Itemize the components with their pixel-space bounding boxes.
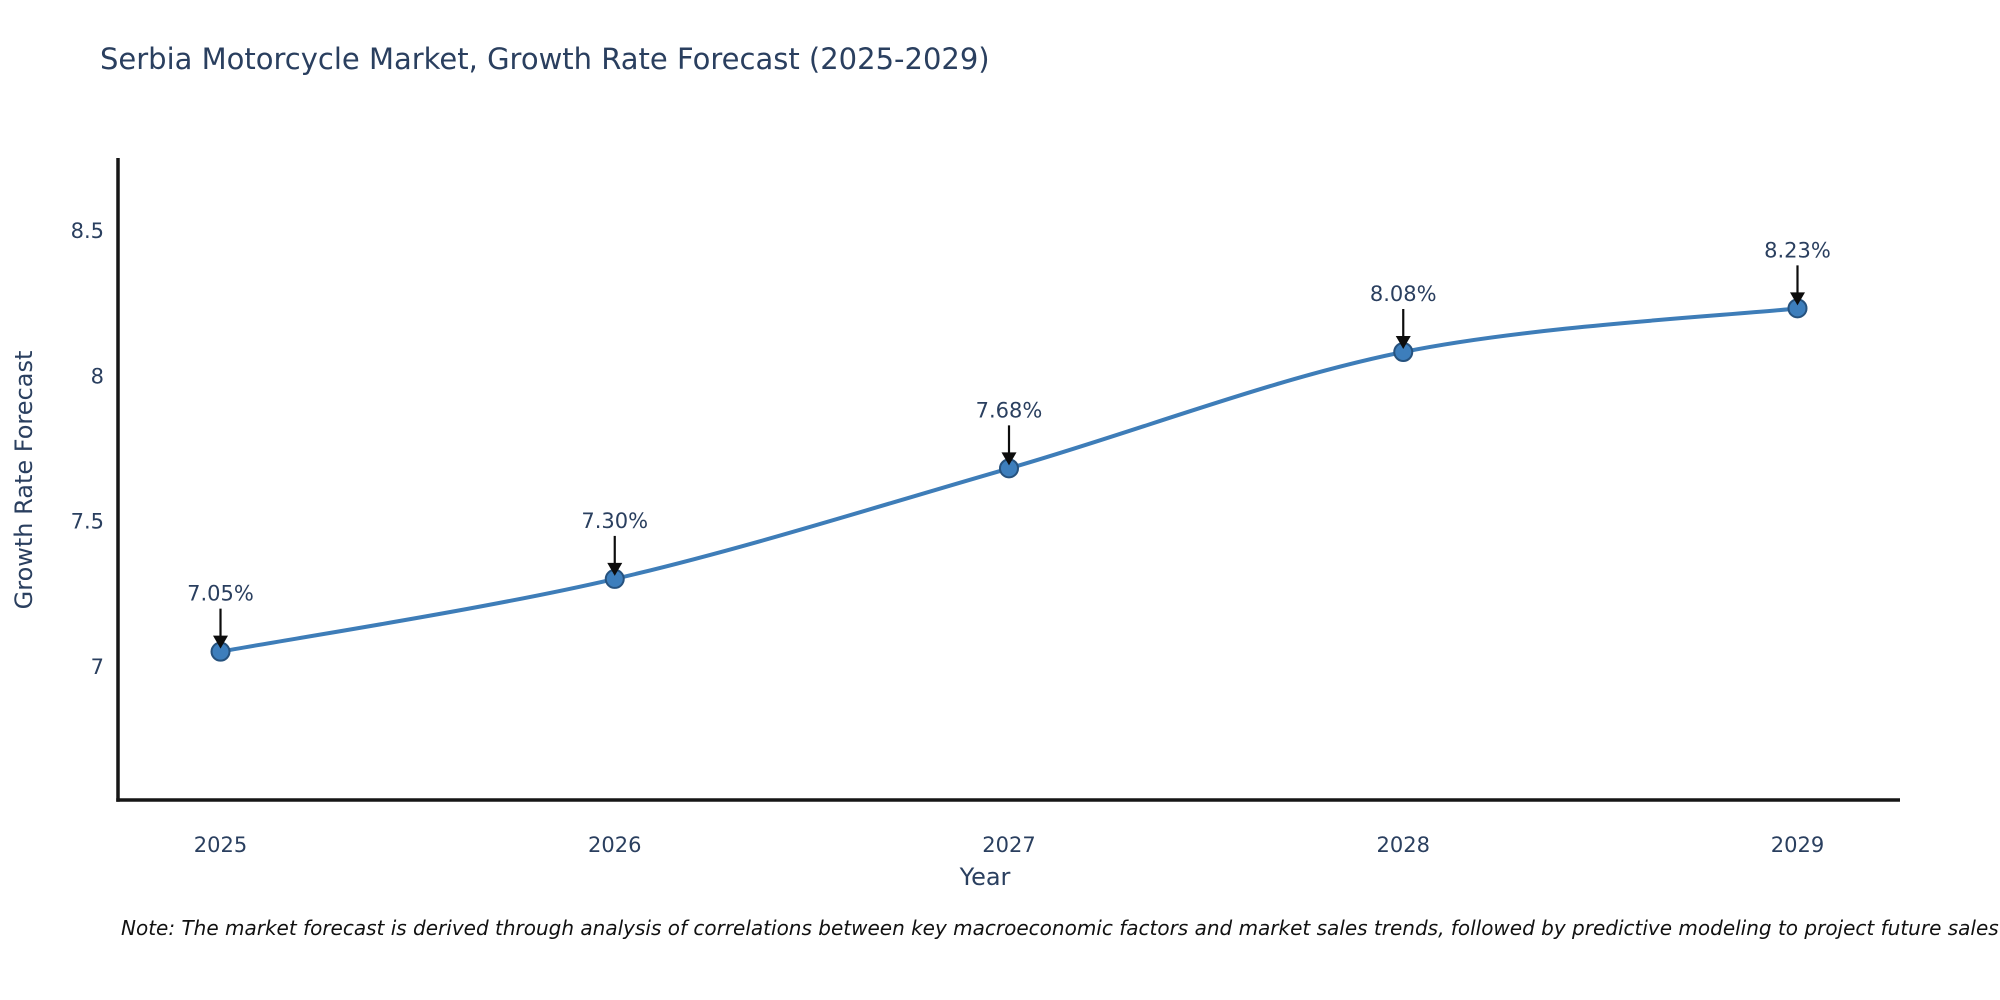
- chart-title: Serbia Motorcycle Market, Growth Rate Fo…: [100, 42, 990, 76]
- footnote: Note: The market forecast is derived thr…: [121, 916, 1999, 940]
- annotation-arrowhead-icon: [1395, 336, 1411, 349]
- x-axis-title: Year: [959, 863, 1011, 891]
- data-point-label: 8.23%: [1764, 238, 1831, 262]
- data-point-label: 8.08%: [1370, 282, 1437, 306]
- annotation-arrowhead-icon: [213, 635, 229, 649]
- x-tick-label: 2026: [588, 833, 641, 857]
- y-tick-label: 8.5: [71, 219, 104, 243]
- x-tick-label: 2029: [1771, 833, 1824, 857]
- data-point-label: 7.68%: [976, 398, 1043, 422]
- x-tick-label: 2028: [1377, 833, 1430, 857]
- annotation-arrowhead-icon: [607, 562, 623, 576]
- data-point-label: 7.05%: [187, 582, 254, 606]
- x-tick-label: 2027: [982, 833, 1035, 857]
- y-tick-label: 7.5: [71, 510, 104, 534]
- forecast-line: [218, 306, 1800, 654]
- annotation-arrowhead-icon: [1789, 292, 1805, 306]
- annotation-arrowhead-icon: [1001, 452, 1017, 466]
- y-tick-label: 8: [91, 364, 104, 388]
- y-axis-title: Growth Rate Forecast: [10, 351, 38, 610]
- x-tick-label: 2025: [194, 833, 247, 857]
- y-tick-label: 7: [91, 655, 104, 679]
- data-point-label: 7.30%: [581, 509, 648, 533]
